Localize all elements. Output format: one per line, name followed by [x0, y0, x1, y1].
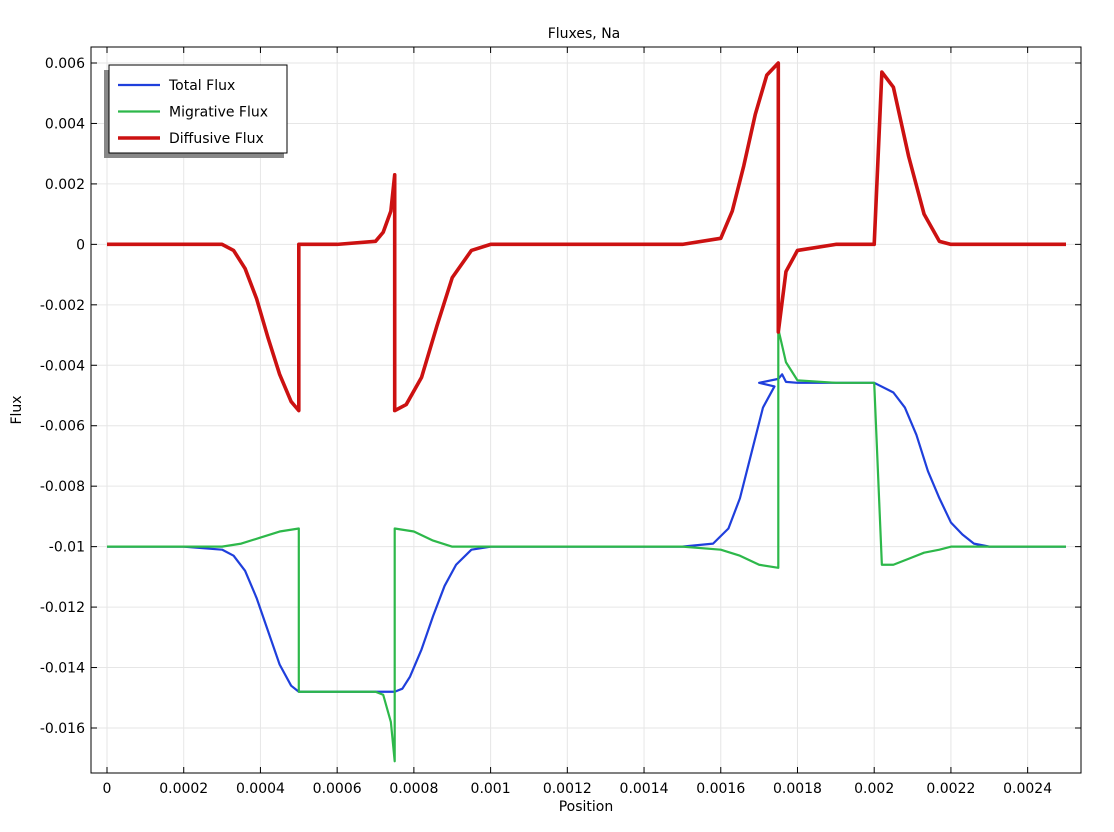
diffusive-flux-line — [107, 61, 1066, 413]
legend-item-migrative-flux: Migrative Flux — [118, 105, 268, 121]
legend: Total Flux Migrative Flux Diffusive Flux — [104, 64, 288, 158]
legend-items: Total Flux Migrative Flux Diffusive Flux — [118, 78, 268, 147]
legend-item-total-flux: Total Flux — [118, 78, 235, 94]
y-tick-label: 0.006 — [45, 56, 85, 72]
x-tick-label: 0.0022 — [926, 781, 975, 797]
x-tick-label: 0.0002 — [159, 781, 208, 797]
x-tick-label: 0.0008 — [389, 781, 438, 797]
x-tick-label: 0 — [103, 781, 112, 797]
y-tick-label: -0.004 — [40, 358, 85, 374]
tick-layer: 0 0.0002 0.0004 0.0006 0.0008 0.001 0.0012 0.00… — [40, 47, 1081, 797]
y-tick-label: -0.016 — [40, 721, 85, 737]
x-tick-label: 0.0014 — [620, 781, 669, 797]
plot-frame — [90, 46, 1082, 774]
x-axis-label: Position — [559, 799, 614, 815]
y-tick-label: -0.01 — [49, 540, 85, 556]
x-tick-label: 0.002 — [854, 781, 894, 797]
y-tick-label: -0.014 — [40, 661, 85, 677]
x-tick-label: 0.0016 — [696, 781, 745, 797]
x-tick-label: 0.0004 — [236, 781, 285, 797]
y-tick-label: -0.002 — [40, 298, 85, 314]
total-flux-line — [107, 373, 1066, 693]
legend-label: Total Flux — [168, 78, 235, 94]
chart-title: Fluxes, Na — [548, 26, 621, 42]
x-tick-label: 0.0006 — [313, 781, 362, 797]
y-tick-label: 0 — [76, 237, 85, 253]
y-axis-label: Flux — [9, 395, 25, 424]
x-tick-label: 0.0018 — [773, 781, 822, 797]
x-tick-label: 0.0024 — [1003, 781, 1052, 797]
x-tick-label: 0.001 — [471, 781, 511, 797]
legend-label: Diffusive Flux — [169, 131, 264, 147]
y-tick-label: 0.004 — [45, 116, 85, 132]
series-layer — [107, 61, 1066, 763]
legend-label: Migrative Flux — [169, 105, 268, 121]
y-tick-label: -0.008 — [40, 479, 85, 495]
grid-layer — [91, 47, 1081, 773]
migrative-flux-line — [107, 327, 1066, 763]
y-tick-label: -0.012 — [40, 600, 85, 616]
y-tick-label: -0.006 — [40, 419, 85, 435]
x-tick-label: 0.0012 — [543, 781, 592, 797]
y-tick-label: 0.002 — [45, 177, 85, 193]
legend-item-diffusive-flux: Diffusive Flux — [118, 131, 264, 147]
